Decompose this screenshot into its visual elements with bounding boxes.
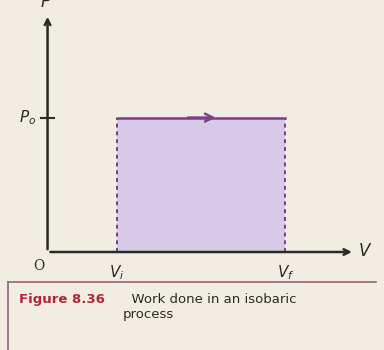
Text: $V_f$: $V_f$ xyxy=(276,263,294,282)
Text: Work done in an isobaric
process: Work done in an isobaric process xyxy=(123,293,296,321)
Text: Figure 8.36: Figure 8.36 xyxy=(19,293,105,306)
Text: O: O xyxy=(33,259,44,273)
Text: $V$: $V$ xyxy=(358,244,373,260)
Text: $P_o$: $P_o$ xyxy=(19,108,36,127)
Text: $P$: $P$ xyxy=(40,0,52,11)
Text: $V_i$: $V_i$ xyxy=(109,263,125,282)
Bar xyxy=(117,118,285,252)
